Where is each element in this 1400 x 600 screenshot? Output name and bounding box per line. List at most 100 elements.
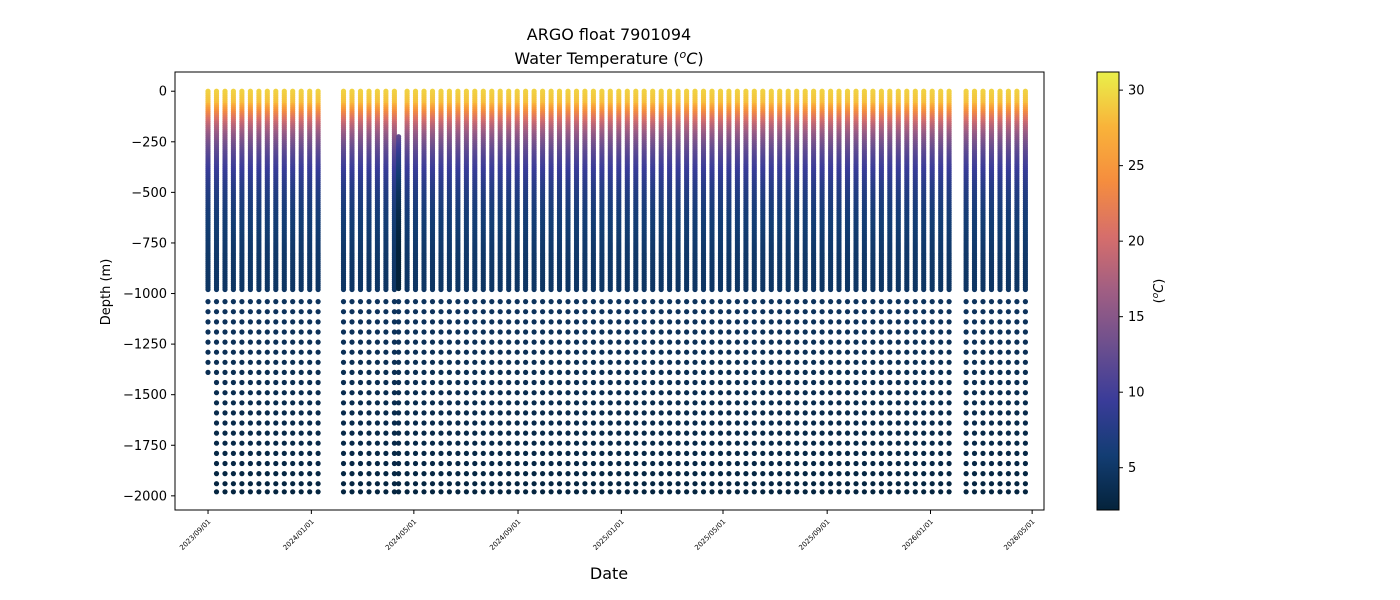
data-point: [531, 349, 537, 355]
data-point: [273, 489, 279, 495]
data-point: [438, 420, 444, 426]
data-point: [548, 410, 554, 416]
data-point: [531, 390, 537, 396]
profile: [472, 88, 478, 495]
data-point: [281, 299, 287, 305]
data-point: [247, 390, 253, 396]
data-point: [472, 430, 478, 436]
data-point: [205, 329, 211, 335]
data-point: [404, 450, 410, 456]
data-point: [531, 481, 537, 487]
data-point: [438, 489, 444, 495]
data-point: [514, 471, 520, 477]
data-point: [412, 440, 419, 446]
data-point: [298, 299, 304, 305]
data-point: [523, 410, 529, 416]
data-point: [315, 286, 321, 293]
data-point: [421, 359, 427, 365]
data-point: [404, 286, 410, 293]
data-point: [540, 299, 546, 305]
data-point: [239, 349, 245, 355]
data-point: [540, 489, 546, 495]
data-point: [383, 460, 389, 467]
data-point: [357, 286, 364, 293]
data-point: [472, 440, 478, 446]
data-point: [290, 489, 296, 495]
data-point: [256, 450, 262, 456]
data-point: [256, 299, 262, 305]
data-point: [556, 450, 563, 456]
data-point: [349, 410, 355, 416]
data-point: [556, 286, 563, 293]
data-point: [213, 329, 220, 335]
data-point: [264, 286, 270, 293]
data-point: [383, 450, 389, 456]
data-point: [383, 489, 389, 495]
data-point: [523, 390, 529, 396]
data-point: [480, 450, 486, 456]
data-point: [480, 430, 486, 436]
data-point: [506, 481, 512, 487]
data-point: [290, 369, 296, 375]
data-point: [548, 286, 554, 293]
data-point: [565, 339, 571, 345]
data-point: [349, 481, 355, 487]
data-point: [556, 329, 563, 335]
data-point: [548, 339, 554, 345]
data-point: [489, 489, 495, 495]
profile: [556, 88, 563, 495]
data-point: [429, 400, 436, 406]
data-point: [421, 329, 427, 335]
data-point: [264, 481, 270, 487]
data-point: [307, 339, 313, 345]
data-point: [480, 420, 486, 426]
data-point: [480, 481, 486, 487]
data-point: [506, 309, 512, 315]
data-point: [497, 299, 503, 305]
data-point: [489, 481, 495, 487]
data-point: [497, 430, 503, 436]
data-point: [247, 339, 253, 345]
data-point: [523, 471, 529, 477]
data-point: [256, 481, 262, 487]
data-point: [438, 309, 444, 315]
data-point: [429, 489, 436, 495]
data-point: [213, 286, 220, 293]
data-point: [480, 379, 486, 386]
data-point: [556, 369, 563, 375]
data-point: [366, 319, 372, 325]
data-point: [247, 489, 253, 495]
data-point: [565, 319, 571, 325]
data-point: [489, 299, 495, 305]
data-point: [556, 460, 563, 467]
data-point: [281, 319, 287, 325]
data-point: [239, 489, 245, 495]
data-point: [421, 299, 427, 305]
data-point: [514, 299, 520, 305]
data-point: [429, 481, 436, 487]
data-point: [421, 390, 427, 396]
data-point: [222, 339, 228, 345]
data-point: [340, 379, 347, 386]
data-point: [523, 309, 529, 315]
data-point: [315, 309, 321, 315]
data-point: [307, 369, 313, 375]
data-point: [239, 379, 245, 386]
data-point: [222, 286, 228, 293]
data-point: [514, 369, 520, 375]
data-point: [523, 379, 529, 386]
data-point: [455, 471, 461, 477]
data-point: [230, 450, 236, 456]
data-point: [438, 481, 444, 487]
data-point: [374, 400, 380, 406]
data-point: [340, 481, 347, 487]
data-point: [455, 420, 461, 426]
data-point: [349, 309, 355, 315]
data-point: [404, 460, 410, 467]
data-point: [421, 420, 427, 426]
data-point: [446, 309, 452, 315]
data-point: [349, 420, 355, 426]
data-point: [446, 440, 452, 446]
data-point: [366, 286, 372, 293]
data-point: [349, 489, 355, 495]
